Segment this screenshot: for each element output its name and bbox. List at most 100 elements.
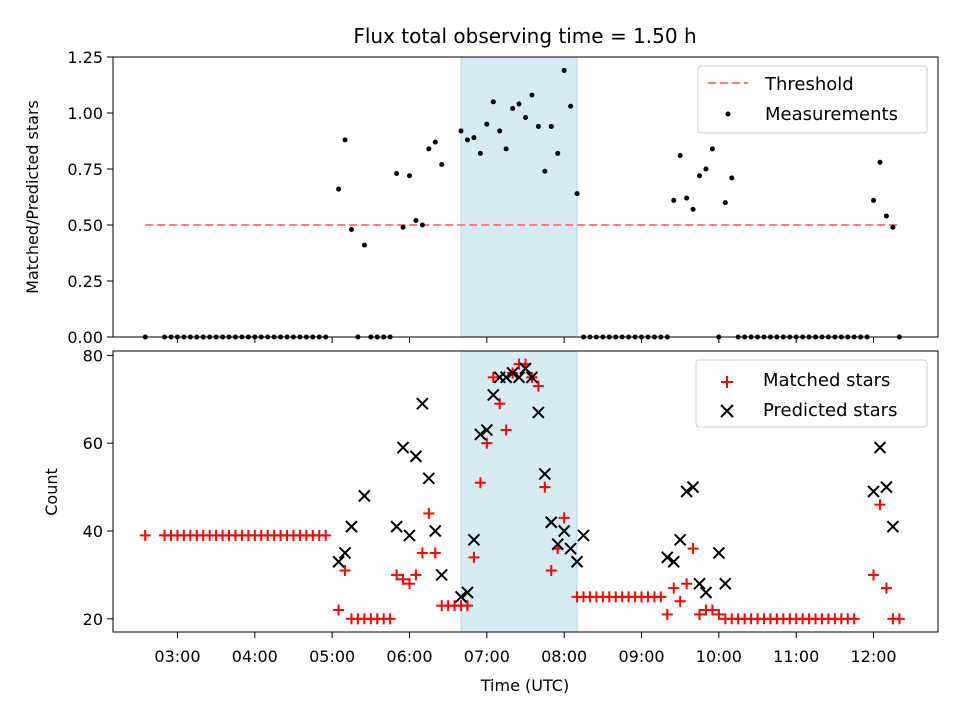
measurement-point (510, 106, 516, 112)
predicted-star-marker (409, 450, 423, 463)
matched-star-marker (468, 551, 480, 563)
matched-star-marker (545, 565, 557, 577)
bottom-legend-box (695, 359, 928, 428)
matched-star-marker (494, 398, 506, 410)
measurement-point (477, 150, 483, 156)
bottom-plot-frame (112, 350, 939, 633)
predicted-star-marker (332, 555, 345, 568)
measurement-point (497, 128, 503, 134)
measurement-point (394, 170, 400, 176)
matched-star-marker (320, 529, 332, 541)
predicted-star-marker (525, 371, 539, 384)
matched-star-marker (339, 565, 351, 577)
predicted-star-marker (686, 480, 700, 494)
measurement-point (432, 139, 438, 145)
top-legend: Threshold Measurements (697, 65, 928, 134)
predicted-star-marker (416, 397, 429, 410)
measurement-point (523, 114, 528, 120)
predicted-star-marker (435, 568, 448, 582)
y-tick-label: 0.25 (67, 272, 103, 291)
predicted-star-marker (499, 371, 513, 384)
matched-star-marker (481, 437, 493, 449)
matched-star-marker (661, 608, 673, 620)
x-tick-label: 12:00 (850, 647, 896, 666)
measurement-point (671, 197, 677, 203)
measurement-point (348, 226, 354, 232)
predicted-star-marker (519, 362, 532, 375)
matched-star-marker (500, 424, 512, 436)
measurement-point (703, 166, 709, 172)
predicted-star-marker (538, 467, 552, 481)
predicted-star-marker (480, 423, 494, 437)
x-tick-label: 05:00 (309, 647, 355, 666)
measurement-point (361, 242, 367, 248)
measurement-point (458, 128, 464, 134)
matched-star-marker (423, 507, 435, 519)
measurement-point (561, 67, 567, 73)
matched-star-marker (868, 569, 880, 581)
matched-star-marker (655, 591, 667, 603)
matched-star-marker (410, 569, 422, 581)
predicted-star-marker (390, 520, 403, 533)
predicted-star-marker (673, 533, 687, 547)
legend-measurements-swatch (725, 111, 731, 117)
predicted-star-marker (532, 406, 545, 419)
measurement-point (336, 186, 342, 192)
matched-star-marker (558, 512, 570, 524)
matched-star-marker (880, 582, 892, 594)
predicted-star-marker (557, 524, 571, 538)
y-tick-label: 20 (83, 610, 103, 629)
measurement-point (419, 222, 425, 228)
top-plot-frame (112, 56, 939, 338)
x-tick-label: 09:00 (618, 647, 664, 666)
predicted-stars-points (332, 362, 900, 604)
y-tick-label: 40 (83, 522, 103, 541)
top-y-axis-label: Matched/Predicted stars (23, 100, 42, 294)
matched-star-marker (487, 371, 499, 383)
legend-predicted-label: Predicted stars (763, 400, 897, 421)
measurement-point (535, 123, 541, 129)
matched-star-marker (893, 613, 905, 625)
measurement-point (877, 159, 883, 165)
measurement-point (697, 173, 703, 179)
predicted-star-marker (577, 529, 590, 542)
predicted-star-marker (564, 542, 577, 555)
y-tick-label: 1.25 (67, 48, 103, 67)
matched-star-marker (391, 569, 403, 581)
x-tick-label: 10:00 (696, 647, 742, 666)
measurement-point (426, 146, 432, 152)
matched-star-marker (668, 582, 680, 594)
predicted-star-marker (867, 485, 880, 498)
measurement-point (342, 137, 348, 143)
measurement-point (883, 213, 889, 219)
predicted-star-marker (551, 537, 564, 551)
measurement-point (471, 135, 477, 141)
top-x-ticks (176, 337, 875, 343)
legend-matched-label: Matched stars (763, 370, 890, 391)
measurement-point (400, 224, 406, 230)
x-axis-label: Time (UTC) (480, 676, 569, 695)
bottom-y-ticks: 20 40 60 80 (83, 346, 113, 629)
chart-title: Flux total observing time = 1.50 h (353, 24, 696, 48)
predicted-star-marker (474, 428, 487, 441)
x-tick-label: 04:00 (232, 647, 278, 666)
matched-star-marker (539, 481, 551, 493)
predicted-star-marker (345, 520, 358, 533)
y-tick-label: 0.75 (67, 160, 103, 179)
measurement-point (709, 146, 715, 152)
predicted-star-marker (487, 388, 500, 402)
matched-star-marker (687, 543, 699, 555)
matched-star-marker (706, 604, 718, 616)
predicted-star-marker (699, 586, 713, 599)
measurement-point (484, 121, 490, 127)
bottom-observing-window-shade (460, 350, 578, 633)
y-tick-label: 80 (83, 346, 103, 365)
legend-matched-swatch (721, 376, 733, 388)
predicted-star-marker (422, 472, 436, 485)
measurement-point (490, 99, 496, 105)
matched-star-marker (532, 380, 544, 392)
predicted-star-marker (545, 516, 558, 529)
x-tick-label: 07:00 (464, 647, 510, 666)
